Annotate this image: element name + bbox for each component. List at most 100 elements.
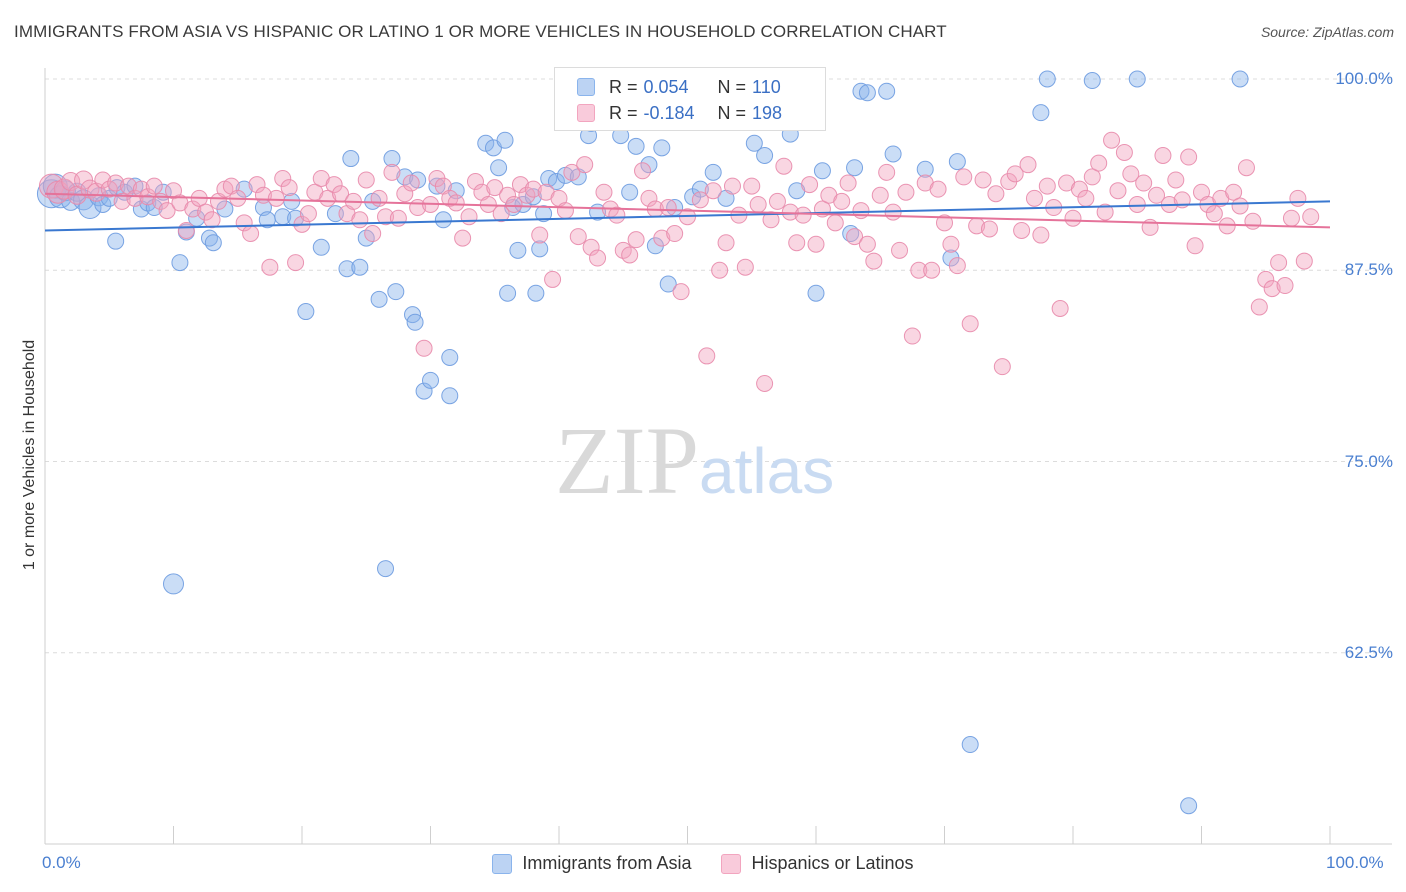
asia-point (813, 162, 831, 180)
asia-point (351, 258, 369, 276)
asia-point (490, 159, 508, 177)
legend-r-hisp: -0.184 (643, 102, 695, 123)
asia-point (107, 232, 125, 250)
asia-point (807, 284, 825, 302)
asia-point (338, 260, 356, 278)
asia-point (509, 241, 527, 259)
hisp-point (544, 270, 562, 288)
hisp-point (299, 205, 317, 223)
hisp-point (987, 185, 1005, 203)
hisp-point (1019, 156, 1037, 174)
hisp-point (364, 225, 382, 243)
legend-label-asia: Immigrants from Asia (522, 853, 692, 873)
hisp-point (1295, 252, 1313, 270)
hisp-point (589, 249, 607, 267)
asia-point (961, 736, 979, 754)
asia-point (948, 153, 966, 171)
hisp-point (556, 202, 574, 220)
hisp-point (126, 189, 144, 207)
asia-point (145, 199, 163, 217)
hisp-point (389, 209, 407, 227)
hisp-point (158, 202, 176, 220)
hisp-point (891, 241, 909, 259)
hisp-point (865, 252, 883, 270)
hisp-point (267, 189, 285, 207)
hisp-point (1115, 143, 1133, 161)
x-tick-label-max: 100.0% (1326, 853, 1384, 872)
hisp-point (929, 180, 947, 198)
hisp-point (415, 339, 433, 357)
asia-point (878, 82, 896, 100)
chart-source: Source: ZipAtlas.com (1260, 24, 1394, 40)
asia-point (415, 382, 433, 400)
hisp-point (1218, 217, 1236, 235)
hisp-point (402, 174, 420, 192)
asia-point (163, 573, 184, 595)
hisp-point (948, 257, 966, 275)
asia-point (283, 192, 301, 210)
hisp-point (858, 235, 876, 253)
watermark-zip: ZIP (555, 407, 699, 514)
hisp-point (1064, 209, 1082, 227)
hisp-point (1013, 221, 1031, 239)
trend-line-asia (44, 200, 1331, 232)
hisp-point (691, 191, 709, 209)
asia-point (387, 283, 405, 301)
asia-point (1180, 797, 1198, 815)
legend-n-label: N = (717, 76, 747, 97)
hisp-point (1096, 203, 1114, 221)
hisp-point (447, 194, 465, 212)
legend-r-label: R = (609, 102, 638, 123)
asia-point (852, 82, 870, 100)
hisp-point (396, 185, 414, 203)
legend-swatch-asia (492, 853, 513, 874)
asia-point (916, 160, 934, 178)
hisp-point (1077, 189, 1095, 207)
hisp-point (248, 176, 266, 194)
hisp-point (370, 189, 388, 207)
legend-n-asia: 110 (752, 76, 781, 97)
hisp-point (1025, 189, 1043, 207)
hisp-point (608, 206, 626, 224)
asia-point (377, 560, 395, 578)
hisp-point (788, 234, 806, 252)
hisp-point (466, 173, 484, 191)
hisp-point (242, 225, 260, 243)
hisp-point (576, 156, 594, 174)
hisp-point (659, 199, 677, 217)
y-tick-label: 62.5% (1344, 642, 1393, 662)
hisp-point (1167, 171, 1185, 189)
hisp-point (640, 189, 658, 207)
asia-point (441, 348, 459, 366)
asia-point (441, 387, 459, 405)
hisp-point (351, 211, 369, 229)
hisp-point (499, 186, 517, 204)
asia-point (535, 205, 553, 223)
hisp-point (203, 211, 221, 229)
hisp-point (1282, 209, 1300, 227)
zipatlas-watermark: ZIPatlas (555, 405, 834, 516)
hisp-point (807, 235, 825, 253)
asia-point (383, 150, 401, 168)
legend-label-hisp: Hispanics or Latinos (751, 853, 914, 873)
legend-r-asia: 0.054 (643, 76, 689, 97)
asia-point (527, 284, 545, 302)
hisp-point (993, 358, 1011, 376)
hisp-point (833, 192, 851, 210)
hisp-point (723, 177, 741, 195)
asia-point (235, 180, 253, 198)
hisp-point (1237, 159, 1255, 177)
hisp-point (280, 179, 298, 197)
hisp-point (319, 189, 337, 207)
hisp-point (486, 179, 504, 197)
asia-point (884, 145, 902, 163)
asia-point (370, 290, 388, 308)
legend-n-label: N = (717, 102, 747, 123)
legend-swatch-hisp (721, 853, 742, 874)
hisp-point (563, 163, 581, 181)
hisp-point (846, 228, 864, 246)
hisp-point (762, 211, 780, 229)
hisp-point (184, 200, 202, 218)
legend-item-hisp: Hispanics or Latinos (721, 853, 914, 874)
hisp-point (743, 177, 761, 195)
